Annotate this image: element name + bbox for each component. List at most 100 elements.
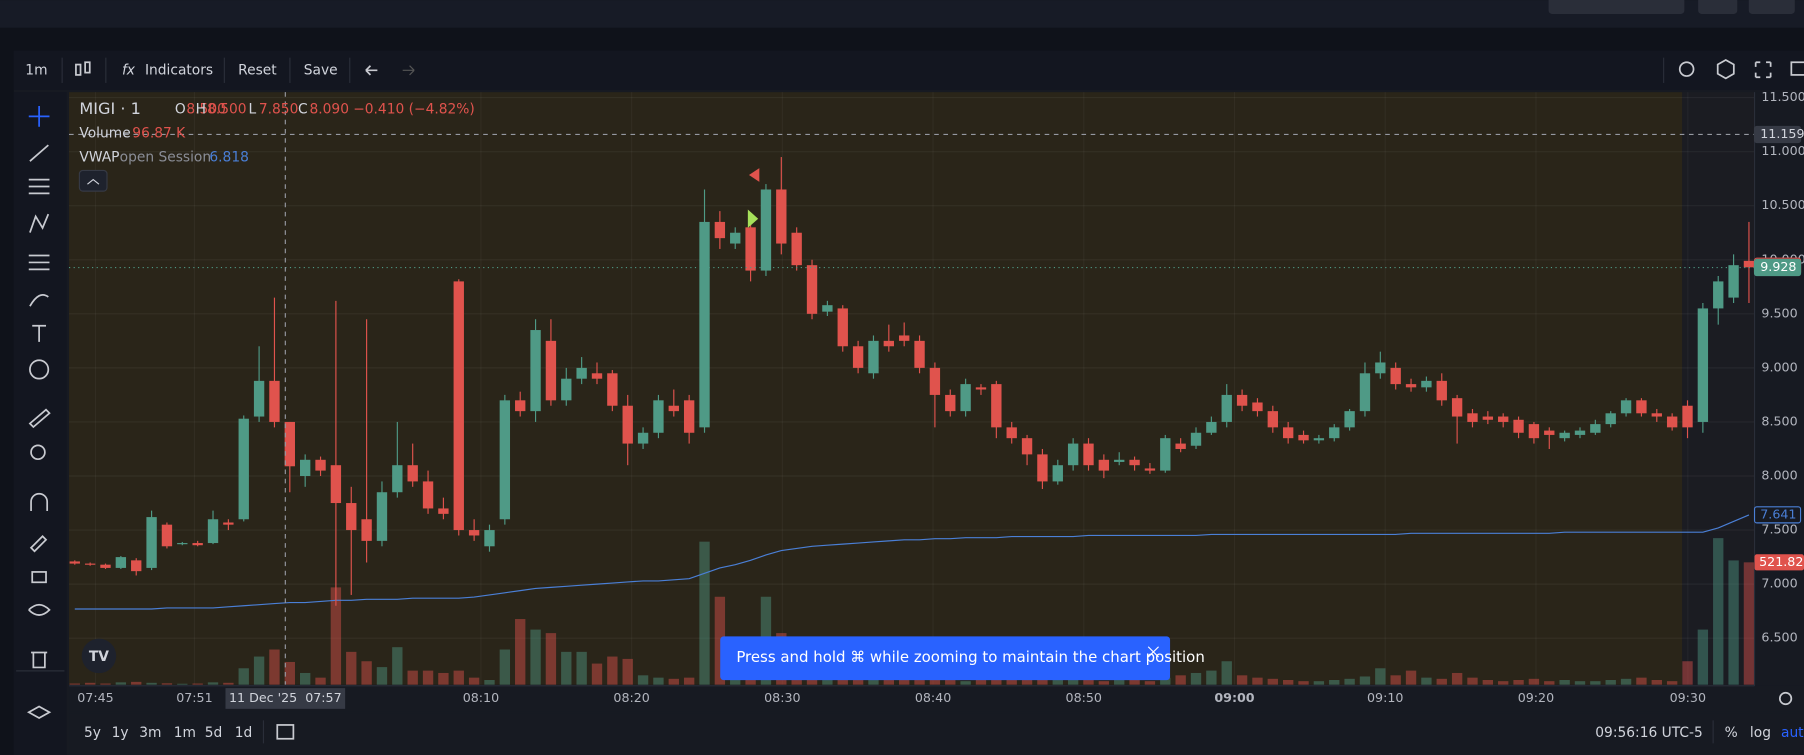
candle-body: [468, 530, 480, 536]
candle-body: [730, 232, 741, 244]
volume-bar: [1282, 679, 1294, 685]
percent-toggle[interactable]: %: [1725, 725, 1738, 741]
undo[interactable]: [365, 65, 378, 76]
tv-logo[interactable]: [81, 638, 117, 674]
volume-bar: [115, 682, 127, 685]
log-toggle[interactable]: log: [1750, 725, 1771, 741]
redo[interactable]: [402, 65, 415, 76]
volume-bar: [392, 647, 403, 685]
candle-body: [1267, 411, 1278, 428]
candle-body: [1037, 454, 1048, 482]
candle-body: [238, 418, 249, 520]
candle-body: [945, 394, 956, 412]
settings-icon[interactable]: [1716, 58, 1735, 80]
drawing-tools[interactable]: [26, 105, 52, 720]
candle-body: [1467, 413, 1478, 422]
volume-bar: [699, 541, 710, 685]
fullscreen-icon[interactable]: [1754, 61, 1772, 79]
volume-bar: [1513, 679, 1524, 685]
y-tick-label: 11.500: [1761, 89, 1804, 104]
candle-body: [361, 519, 372, 541]
buy-marker: [747, 209, 759, 228]
volume-bar: [1252, 677, 1263, 685]
candle-body: [991, 384, 1002, 428]
candle-body: [1359, 373, 1371, 412]
volume-bar: [453, 670, 464, 685]
candle-body: [407, 465, 418, 482]
toast-close[interactable]: [1147, 646, 1159, 658]
volume-bar: [468, 677, 480, 685]
candle-body: [330, 465, 342, 504]
candle-body: [1559, 432, 1570, 439]
candle-body: [1451, 398, 1463, 417]
volume-bar: [1206, 670, 1217, 685]
range-button[interactable]: 1m: [174, 725, 196, 741]
top-button[interactable]: [1548, 0, 1685, 14]
candle-body: [1190, 432, 1202, 446]
range-button[interactable]: 1y: [112, 725, 129, 741]
volume-bar: [223, 682, 234, 685]
reset-button[interactable]: Reset: [238, 62, 277, 78]
calendar-icon[interactable]: [276, 724, 295, 740]
top-button[interactable]: [1748, 0, 1795, 14]
collapse-icon: [87, 178, 100, 185]
candle-body: [745, 227, 756, 271]
candle-body: [760, 189, 772, 271]
candle-body: [438, 508, 449, 514]
camera-icon[interactable]: [1790, 61, 1804, 76]
save-button[interactable]: Save: [304, 62, 338, 78]
candle-body: [192, 543, 203, 546]
range-buttons: 5y 1y 3m 1m 5d 1d: [84, 725, 252, 741]
indicators-button[interactable]: Indicators: [145, 62, 213, 78]
candle-body: [1743, 260, 1755, 268]
volume-bar: [945, 679, 956, 685]
volume-bar: [683, 677, 695, 685]
candle-body: [1498, 416, 1509, 422]
vwap-value: 6.818: [209, 150, 249, 166]
crosshair-time-badge: [225, 688, 346, 709]
volume-bar: [499, 649, 511, 685]
candle-body: [1682, 405, 1693, 428]
volume-bar: [1298, 681, 1309, 685]
candle-body: [1006, 427, 1017, 439]
range-button[interactable]: 1d: [235, 725, 253, 741]
volume-bar: [1697, 629, 1709, 685]
axis-settings[interactable]: [1778, 691, 1793, 706]
time-axis: [69, 685, 1804, 712]
volume-bar: [253, 656, 265, 685]
low: 7.850: [259, 101, 299, 117]
candle-body: [1313, 438, 1325, 441]
y-tick-label: 8.000: [1761, 468, 1797, 483]
volume-bar: [530, 629, 541, 685]
candle-type-icon[interactable]: [75, 61, 91, 76]
volume-bar: [822, 677, 833, 685]
collapse-button[interactable]: [78, 169, 108, 192]
candle-body: [1098, 459, 1110, 471]
candle-body: [131, 560, 142, 572]
x-tick-label: 09:10: [1367, 690, 1403, 705]
candle-body: [253, 380, 265, 417]
volume-bar: [100, 683, 111, 685]
y-tick-label: 9.500: [1761, 305, 1797, 320]
volume-bar: [422, 670, 434, 685]
candle-body: [791, 232, 802, 266]
y-tick-label: 7.000: [1761, 576, 1797, 591]
range-button[interactable]: 3m: [139, 725, 161, 741]
volume-bar: [545, 633, 557, 685]
candle-body: [837, 308, 848, 347]
volume-bar: [1144, 681, 1156, 685]
candle-body: [637, 432, 649, 444]
candle-body: [653, 400, 664, 433]
y-tick-label: 6.500: [1761, 630, 1797, 645]
volume-bar: [1160, 677, 1171, 685]
candle-body: [1574, 430, 1586, 435]
top-button[interactable]: [1698, 0, 1738, 14]
candle-body: [346, 503, 357, 531]
candle-body: [1651, 413, 1662, 417]
interval[interactable]: 1m: [25, 62, 47, 78]
auto-toggle[interactable]: auto: [1781, 725, 1804, 741]
search-icon[interactable]: [1678, 61, 1695, 77]
price-badge-label: 7.641: [1760, 506, 1796, 521]
range-button[interactable]: 5y: [84, 725, 101, 741]
range-button[interactable]: 5d: [205, 725, 223, 741]
